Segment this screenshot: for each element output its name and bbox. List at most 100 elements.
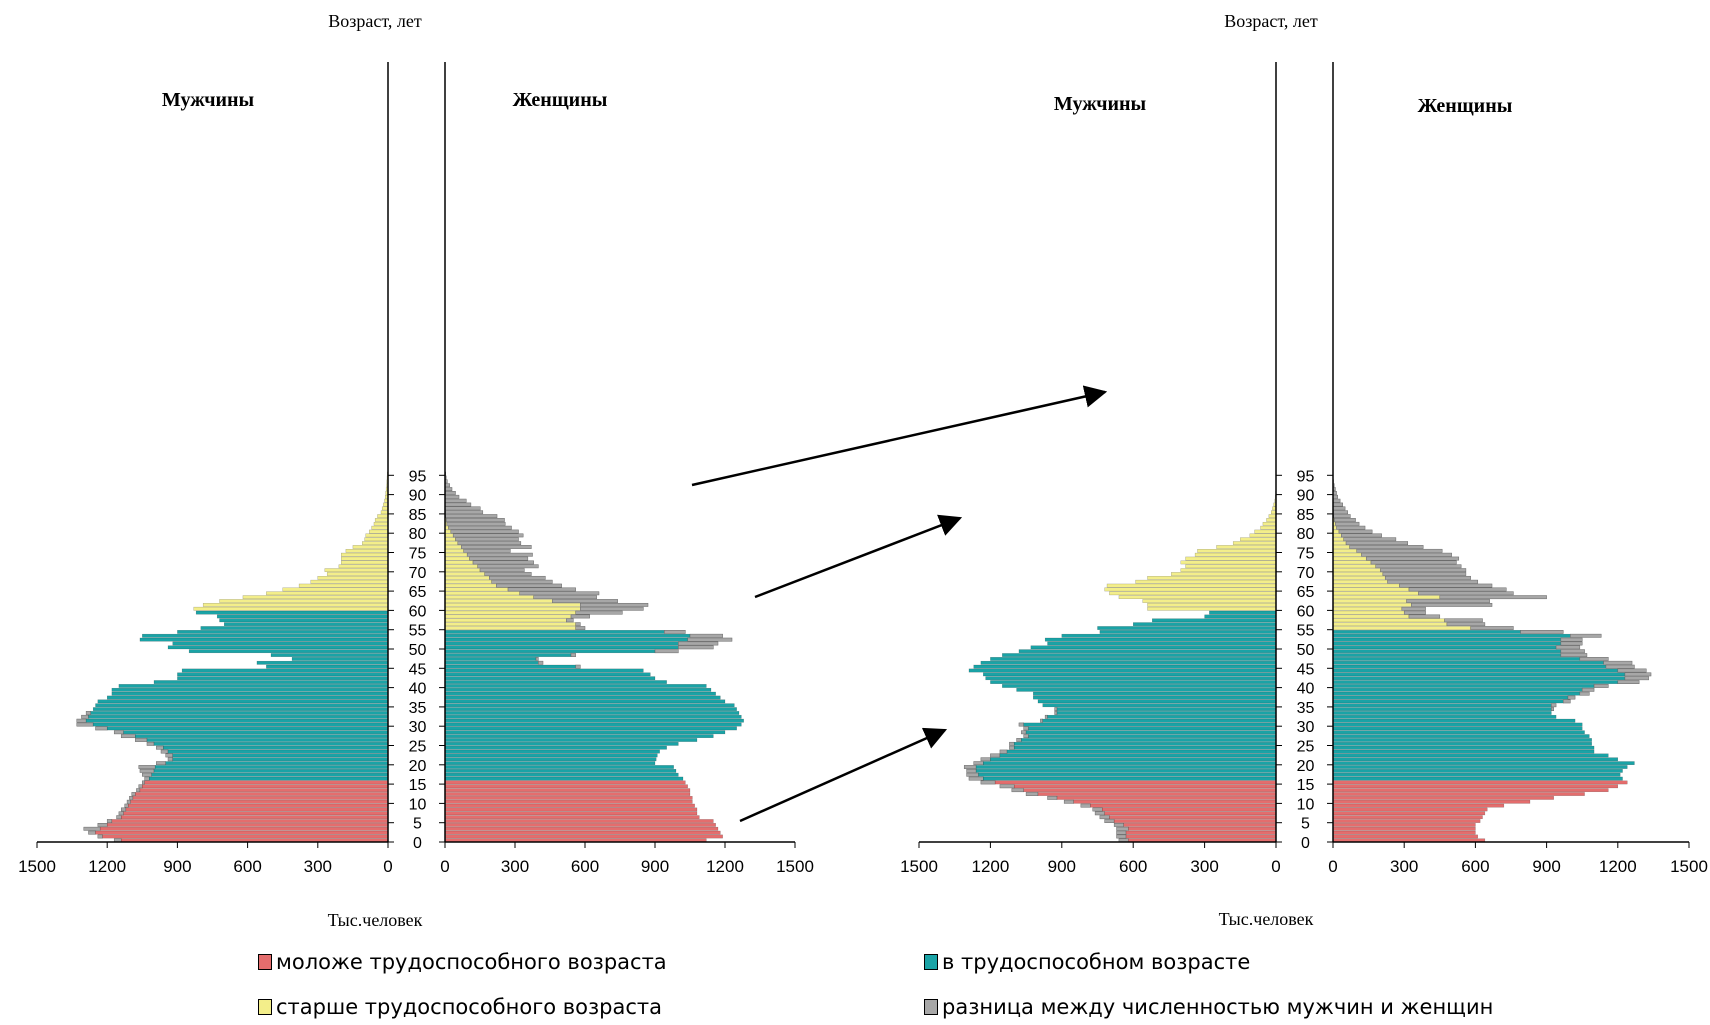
male-label-2: Мужчины [1054,93,1147,115]
male-bar-1 [341,552,389,557]
male-bar-1 [374,518,389,522]
male-bar-1 [345,549,389,553]
male-x-tick-label-1: 900 [163,857,191,876]
legend-label-working: в трудоспособном возрасте [942,950,1251,974]
male-bar-1 [139,788,389,793]
female-bar-2 [1332,664,1607,669]
female-bar-2 [1332,738,1592,742]
male-bar-1 [165,761,389,765]
male-bar-1 [362,541,389,545]
male-bar-2 [1014,784,1277,789]
age-tick-label-1: 40 [409,681,427,698]
female-bar-1 [444,676,656,681]
female-diff-bar-2 [1560,641,1583,646]
female-bar-2 [1332,803,1505,808]
male-bar-2 [968,668,1277,673]
male-diff-bar-2 [1023,734,1029,739]
male-diff-bar-2 [1018,722,1024,727]
female-bar-2 [1332,591,1419,596]
female-bar-2 [1332,657,1581,661]
female-bar-1 [444,780,686,785]
male-diff-bar-2 [1023,726,1029,731]
female-diff-bar-2 [1418,591,1514,596]
female-diff-bar-1 [444,491,456,495]
male-bar-2 [1028,726,1277,731]
male-bar-2 [975,765,1277,769]
female-diff-bar-2 [1399,583,1493,588]
male-diff-bar-2 [1040,718,1044,723]
female-diff-bar-2 [1560,637,1583,642]
male-bar-1 [341,556,389,561]
male-bar-1 [125,807,389,812]
female-diff-bar-2 [1617,680,1640,684]
male-bar-1 [365,533,389,538]
female-diff-bar-1 [472,560,534,565]
female-bar-1 [444,668,644,673]
female-bar-2 [1332,753,1609,758]
male-diff-bar-2 [963,765,977,769]
male-bar-2 [1014,742,1277,746]
female-bar-1 [444,738,698,742]
female-bar-2 [1332,699,1564,704]
female-x-tick-label-1: 1500 [776,857,814,876]
female-diff-bar-2 [1593,684,1609,688]
female-diff-bar-2 [1384,575,1471,580]
male-bar-2 [1180,560,1277,565]
female-bar-2 [1332,807,1488,812]
male-bar-1 [153,742,389,746]
male-bar-2 [1123,823,1277,827]
male-diff-bar-1 [146,741,155,746]
male-bar-2 [1061,633,1277,638]
male-diff-bar-1 [116,815,122,820]
male-bar-1 [177,630,389,634]
male-bar-1 [128,803,389,808]
female-diff-bar-2 [1579,657,1609,661]
male-bar-2 [1113,819,1277,823]
male-bar-2 [1033,691,1277,696]
male-bar-1 [202,603,389,607]
female-diff-bar-1 [450,529,519,534]
female-bar-2 [1332,765,1628,769]
female-diff-bar-1 [444,502,472,507]
female-diff-bar-2 [1444,618,1483,623]
age-axis-title-2: Возраст, лет [1224,11,1318,31]
female-bar-1 [444,703,735,708]
male-bar-1 [85,718,389,723]
female-x-tick-label-2: 900 [1532,857,1560,876]
male-bar-2 [994,780,1277,785]
legend-item-young: моложе трудоспособного возраста [258,950,667,974]
age-tick-label-1: 25 [409,739,427,756]
age-tick-label-1: 0 [413,835,422,852]
age-tick-label-2: 20 [1297,758,1315,775]
female-diff-bar-2 [1446,622,1486,627]
female-diff-bar-2 [1356,548,1443,553]
male-bar-1 [338,564,389,569]
female-bar-2 [1332,823,1476,827]
female-diff-bar-2 [1624,676,1649,681]
female-bar-1 [444,807,698,812]
female-bar-1 [444,587,509,592]
male-diff-bar-1 [160,749,169,754]
male-bar-1 [326,572,389,576]
female-bar-1 [444,707,737,711]
male-bar-2 [1090,803,1277,808]
female-bar-2 [1332,799,1531,804]
male-bar-1 [88,714,389,719]
male-bar-1 [95,830,389,835]
male-bar-2 [1142,599,1277,603]
female-bar-2 [1332,653,1562,657]
female-bar-2 [1332,726,1583,731]
female-diff-bar-2 [1338,529,1373,534]
female-bar-1 [444,761,656,765]
male-diff-bar-1 [76,718,87,723]
male-bar-2 [980,660,1277,665]
female-diff-bar-2 [1403,610,1426,615]
legend-swatch-diff [924,999,938,1015]
female-x-tick-label-2: 1200 [1599,857,1637,876]
legend-swatch-young [258,954,272,970]
age-tick-label-2: 60 [1297,603,1315,620]
male-bar-2 [1023,788,1277,793]
female-bar-2 [1332,788,1609,793]
female-bar-2 [1332,772,1621,777]
male-bar-1 [95,703,389,708]
